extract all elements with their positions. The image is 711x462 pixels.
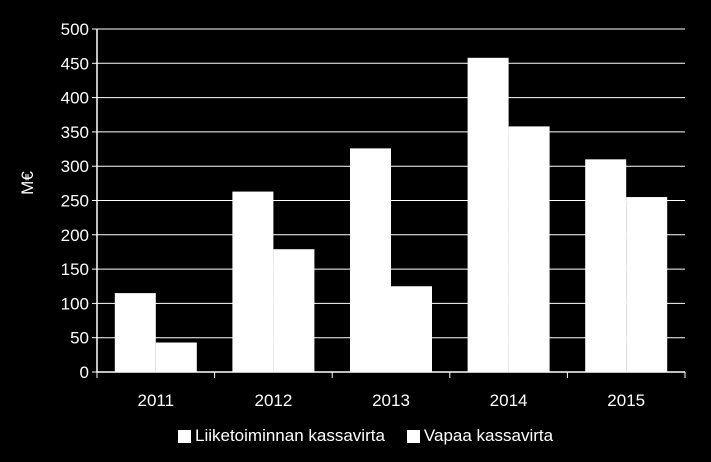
bar-2-2013 bbox=[391, 286, 432, 372]
bar-chart: 0 50 100 150 200 250 300 350 400 450 500 2011 2012 20… bbox=[18, 20, 686, 410]
x-tick-label: 2015 bbox=[607, 391, 645, 410]
legend-label-series-1: Liiketoiminnan kassavirta bbox=[195, 426, 385, 445]
bar-2-2012 bbox=[273, 249, 315, 372]
y-tick-label: 500 bbox=[61, 20, 89, 39]
x-tick-label: 2012 bbox=[254, 391, 292, 410]
y-tick-label: 250 bbox=[61, 192, 89, 211]
bar-1-2012 bbox=[232, 191, 274, 372]
y-axis-label: M€ bbox=[18, 171, 37, 195]
y-tick-label: 0 bbox=[80, 363, 89, 382]
y-tick-label: 450 bbox=[61, 54, 89, 73]
x-tick-label: 2013 bbox=[372, 391, 410, 410]
y-tick-label: 400 bbox=[61, 89, 89, 108]
y-tick-label: 350 bbox=[61, 123, 89, 142]
bar-1-2014 bbox=[467, 57, 509, 372]
bar-1-2013 bbox=[350, 148, 391, 372]
bar-2-2014 bbox=[508, 126, 550, 372]
legend-swatch-series-1 bbox=[178, 429, 191, 443]
bar-1-2011 bbox=[114, 293, 156, 372]
legend: Liiketoiminnan kassavirta Vapaa kassavir… bbox=[178, 426, 553, 446]
x-tick-label: 2014 bbox=[490, 391, 528, 410]
bar-2-2011 bbox=[155, 342, 197, 372]
bars bbox=[114, 57, 668, 372]
axes: 0 50 100 150 200 250 300 350 400 450 500 2011 2012 20… bbox=[61, 20, 686, 410]
bar-1-2015 bbox=[585, 159, 627, 372]
legend-item-series-2: Vapaa kassavirta bbox=[406, 426, 554, 446]
y-tick-label: 300 bbox=[61, 157, 89, 176]
bar-2-2015 bbox=[626, 197, 668, 372]
y-tick-label: 200 bbox=[61, 226, 89, 245]
x-tick-label: 2011 bbox=[138, 391, 175, 410]
legend-swatch-series-2 bbox=[406, 429, 420, 443]
legend-label-series-2: Vapaa kassavirta bbox=[423, 426, 554, 445]
legend-item-series-1: Liiketoiminnan kassavirta bbox=[178, 426, 385, 446]
y-tick-label: 100 bbox=[61, 294, 89, 313]
y-tick-label: 50 bbox=[70, 329, 89, 348]
y-tick-label: 150 bbox=[61, 260, 89, 279]
